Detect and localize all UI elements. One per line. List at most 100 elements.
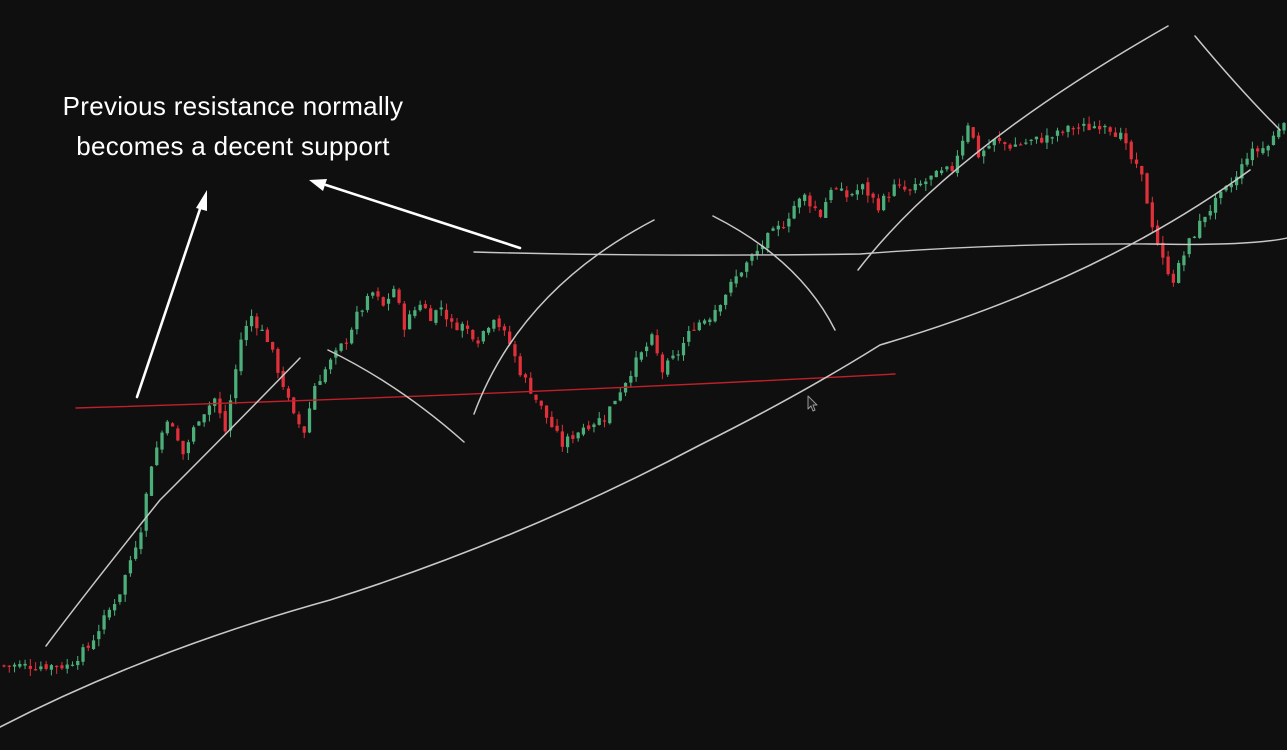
candle-body: [476, 340, 480, 344]
candle-body: [529, 377, 533, 394]
candle-body: [850, 194, 854, 196]
candle-body: [908, 189, 912, 191]
candle-body: [834, 188, 838, 190]
candle-body: [1008, 144, 1012, 149]
annotation-line-1: Previous resistance normally: [62, 91, 404, 121]
candle-body: [118, 594, 122, 602]
candle-body: [692, 329, 696, 331]
candle-body: [550, 416, 554, 428]
candle-body: [102, 615, 106, 630]
candle-body: [107, 609, 111, 618]
candle-body: [176, 428, 180, 441]
candle-body: [808, 195, 812, 207]
candle-body: [213, 398, 217, 406]
candle-body: [1192, 236, 1197, 238]
candle-body: [244, 325, 248, 341]
candle-body: [950, 165, 954, 171]
candle-body: [134, 547, 138, 559]
candles-group: [2, 116, 1286, 677]
candle-body: [492, 319, 496, 329]
candle-body: [318, 381, 322, 385]
candle-body: [1029, 139, 1033, 141]
candle-body: [776, 225, 780, 230]
candle-body: [660, 354, 665, 373]
candle-body: [555, 425, 559, 431]
support-arrow-right: [324, 183, 522, 250]
candle-body: [1198, 220, 1202, 238]
candle-body: [413, 310, 417, 316]
candle-body: [750, 255, 754, 261]
candle-body: [481, 331, 485, 342]
candle-body: [571, 435, 575, 439]
candle-body: [697, 322, 701, 331]
candle-body: [513, 344, 517, 357]
candle-body: [882, 195, 886, 211]
candle-body: [576, 432, 580, 439]
candle-body: [887, 196, 891, 198]
candle-body: [386, 298, 391, 304]
candle-body: [1045, 135, 1049, 143]
candle-body: [1208, 210, 1212, 216]
candle-body: [639, 352, 643, 360]
candle-body: [1034, 136, 1039, 140]
candle-body: [676, 354, 680, 356]
candle-body: [961, 140, 965, 156]
candle-body: [897, 184, 902, 186]
candle-body: [381, 297, 385, 306]
candle-body: [1140, 165, 1144, 175]
candle-body: [929, 175, 933, 180]
candle-body: [987, 146, 991, 149]
old-resistance-line: [75, 373, 896, 409]
candle-body: [39, 666, 43, 670]
candle-body: [1261, 148, 1265, 154]
candle-body: [734, 276, 738, 284]
candle-body: [1087, 123, 1091, 131]
candle-body: [70, 664, 75, 666]
candle-body: [265, 329, 270, 343]
candle-body: [755, 250, 759, 255]
candle-body: [181, 440, 185, 455]
candle-body: [1203, 216, 1207, 223]
candle-body: [602, 420, 607, 422]
candle-body: [7, 665, 11, 667]
candle-body: [86, 645, 90, 648]
candle-body: [565, 436, 570, 448]
candle-body: [934, 170, 938, 178]
candle-body: [502, 326, 507, 331]
candle-body: [1182, 255, 1186, 266]
candle-body: [423, 304, 428, 309]
candle-body: [465, 325, 470, 329]
candle-body: [702, 320, 707, 324]
annotation-text: Previous resistance normally becomes a d…: [18, 86, 448, 166]
candle-body: [376, 291, 380, 297]
candle-body: [429, 308, 433, 322]
candle-body: [33, 669, 38, 671]
candle-body: [824, 202, 828, 218]
candle-body: [249, 315, 254, 327]
candle-body: [745, 262, 749, 272]
candle-body: [1092, 126, 1096, 129]
candle-body: [992, 139, 996, 146]
candle-body: [718, 305, 723, 312]
candle-body: [371, 292, 375, 296]
candle-body: [966, 125, 970, 142]
candle-body: [534, 394, 538, 400]
candle-body: [260, 329, 264, 331]
candle-body: [1003, 142, 1007, 145]
candle-body: [160, 432, 164, 450]
candle-body: [955, 155, 960, 174]
candle-body: [997, 138, 1002, 141]
candle-body: [271, 341, 275, 350]
candle-body: [223, 411, 227, 432]
candle-body: [350, 329, 354, 344]
drawings-group: [0, 25, 1287, 728]
candle-body: [486, 327, 491, 333]
candle-body: [581, 427, 586, 435]
candle-body: [560, 431, 564, 447]
candle-body: [1240, 164, 1244, 179]
candle-body: [276, 348, 280, 373]
candle-body: [81, 647, 85, 662]
candle-body: [797, 198, 802, 208]
candle-body: [149, 466, 154, 496]
